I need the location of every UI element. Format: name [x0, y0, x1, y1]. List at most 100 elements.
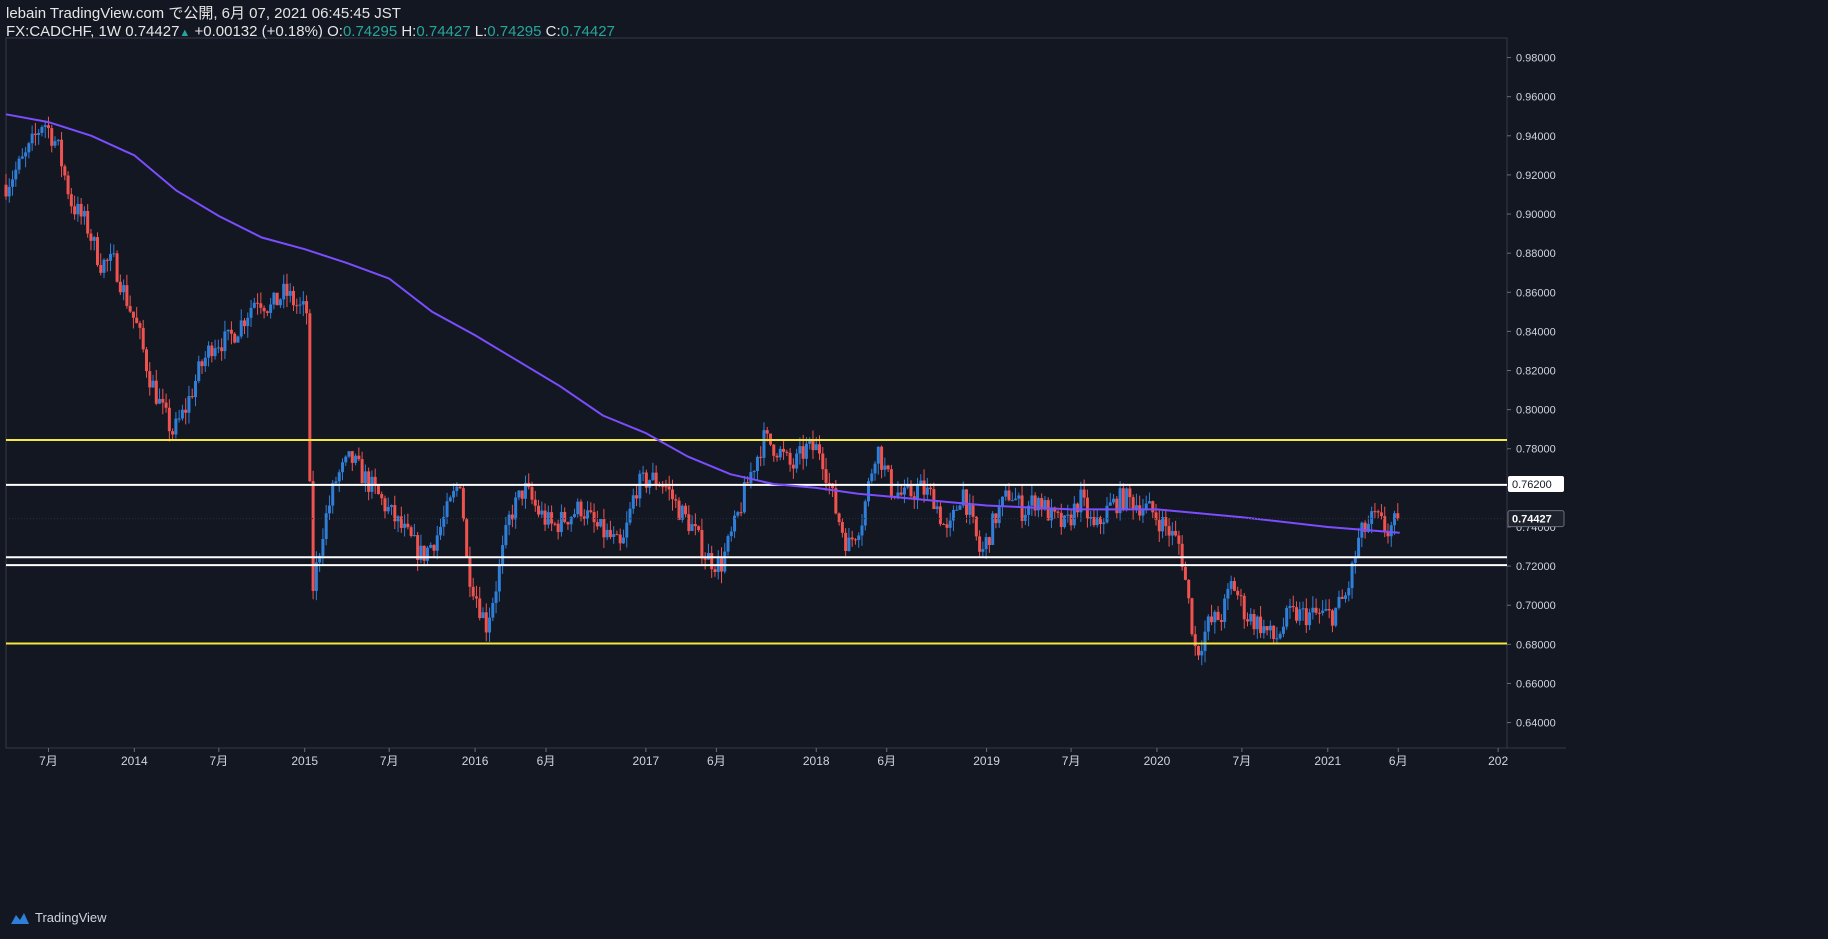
- candle-body: [223, 331, 227, 352]
- candle-body: [1174, 530, 1178, 536]
- tradingview-logo[interactable]: TradingView: [8, 910, 107, 925]
- candle-body: [1076, 503, 1080, 513]
- candle-body: [262, 307, 266, 312]
- candle-body: [76, 203, 80, 215]
- price-tick-label: 0.68000: [1516, 639, 1556, 651]
- candle-body: [95, 237, 99, 266]
- candle-body: [1236, 590, 1240, 596]
- candle-body: [664, 486, 668, 488]
- candle-body: [523, 482, 527, 499]
- candle-body: [1301, 608, 1305, 610]
- candle-body: [788, 452, 792, 465]
- candle-body: [621, 537, 625, 544]
- candle-body: [791, 464, 795, 469]
- price-tick-label: 0.66000: [1516, 678, 1556, 690]
- time-tick-label: 2021: [1314, 754, 1341, 768]
- candle-body: [713, 569, 717, 572]
- candle-body: [1223, 598, 1227, 622]
- candle-body: [932, 489, 936, 510]
- candle-body: [1167, 526, 1171, 536]
- candle-body: [122, 285, 126, 293]
- candle-body: [550, 512, 554, 524]
- candle-body: [1353, 556, 1357, 563]
- candle-body: [1321, 610, 1325, 613]
- candle-body: [158, 398, 162, 404]
- candle-body: [876, 446, 880, 464]
- candle-body: [229, 329, 233, 334]
- candle-body: [494, 591, 498, 603]
- candle-body: [984, 537, 988, 550]
- candle-body: [73, 206, 77, 215]
- candle-body: [840, 522, 844, 533]
- candle-body: [667, 486, 671, 490]
- candle-body: [56, 139, 60, 142]
- candle-body: [115, 253, 119, 282]
- candle-body: [380, 494, 384, 499]
- candle-body: [987, 537, 991, 546]
- candle-body: [321, 539, 325, 556]
- candle-body: [733, 515, 737, 532]
- candle-body: [151, 380, 155, 388]
- time-tick-label: 2015: [291, 754, 318, 768]
- candle-body: [265, 311, 269, 313]
- candle-body: [514, 497, 518, 520]
- candle-body: [837, 513, 841, 523]
- candle-body: [419, 545, 423, 560]
- candle-body: [399, 516, 403, 528]
- candle-body: [945, 524, 949, 528]
- candle-body: [909, 485, 913, 497]
- candle-body: [844, 532, 848, 552]
- time-tick-label: 7月: [1062, 754, 1081, 768]
- candle-body: [1291, 606, 1295, 608]
- price-tick-label: 0.92000: [1516, 170, 1556, 182]
- candle-body: [1216, 611, 1220, 620]
- candle-body: [899, 492, 903, 495]
- candle-body: [337, 472, 341, 482]
- candle-body: [795, 453, 799, 469]
- candle-body: [572, 514, 576, 517]
- candle-body: [439, 526, 443, 536]
- candle-body: [416, 535, 420, 560]
- candle-body: [327, 505, 331, 514]
- candle-body: [1304, 608, 1308, 626]
- change-value: +0.00132 (+0.18%): [194, 23, 323, 40]
- candle-body: [798, 446, 802, 454]
- candle-body: [670, 489, 674, 500]
- candle-body: [863, 501, 867, 526]
- candle-body: [282, 283, 286, 300]
- candle-body: [1389, 525, 1393, 537]
- candle-body: [1157, 519, 1161, 532]
- candle-body: [20, 156, 24, 159]
- candle-body: [746, 482, 750, 484]
- candle-body: [1089, 516, 1093, 519]
- price-chart[interactable]: 0.640000.660000.680000.700000.720000.740…: [0, 0, 1828, 905]
- candle-body: [1268, 625, 1272, 631]
- candle-body: [1023, 514, 1027, 521]
- price-tick-label: 0.88000: [1516, 248, 1556, 260]
- candle-body: [978, 536, 982, 552]
- price-tick-label: 0.78000: [1516, 444, 1556, 456]
- candle-body: [1007, 490, 1011, 501]
- candle-body: [17, 158, 21, 170]
- price-tick-label: 0.98000: [1516, 53, 1556, 65]
- candle-body: [775, 455, 779, 458]
- candle-body: [295, 305, 299, 307]
- high-label: H:: [401, 23, 417, 40]
- candle-body: [981, 549, 985, 552]
- candle-body: [533, 499, 537, 506]
- candle-body: [1295, 607, 1299, 621]
- candle-body: [180, 409, 184, 419]
- candle-body: [540, 510, 544, 515]
- candle-body: [824, 469, 828, 483]
- candle-body: [801, 446, 805, 459]
- candle-body: [79, 203, 83, 217]
- candle-body: [128, 305, 132, 312]
- candle-body: [1347, 588, 1351, 596]
- candle-body: [412, 535, 416, 537]
- candle-body: [1206, 616, 1210, 632]
- candle-body: [1105, 505, 1109, 523]
- candle-body: [37, 132, 41, 135]
- candle-body: [778, 448, 782, 458]
- candle-body: [772, 444, 776, 456]
- candle-body: [814, 444, 818, 451]
